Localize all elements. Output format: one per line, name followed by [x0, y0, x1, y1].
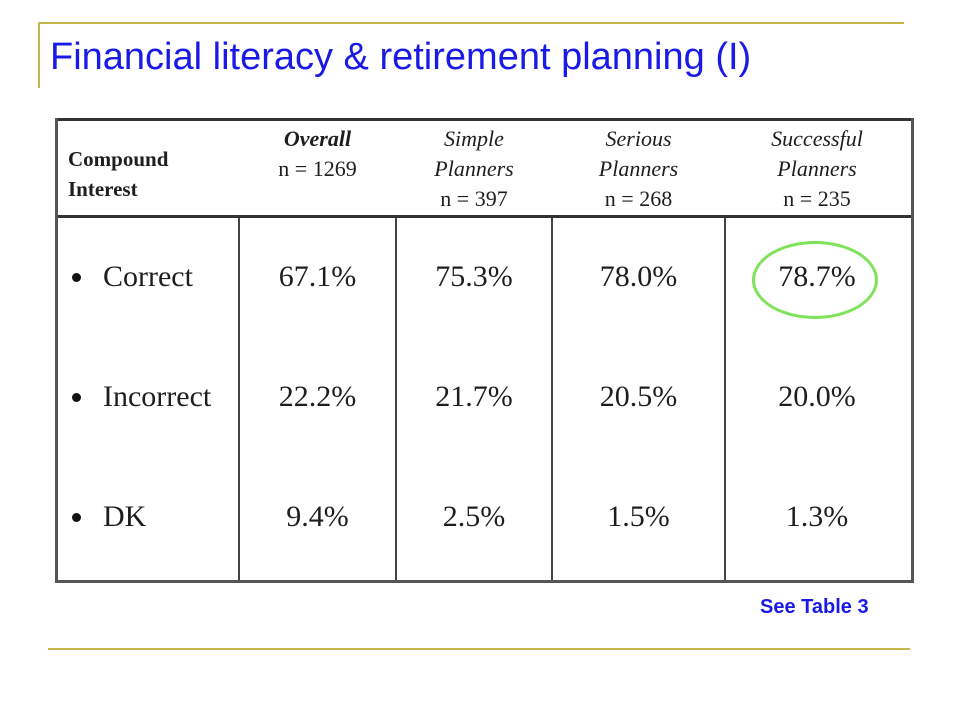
highlight-circle	[752, 241, 878, 319]
table-cell: 1.3%	[785, 500, 849, 533]
bottom-rule	[48, 648, 910, 650]
row-label-correct: Correct	[68, 260, 193, 294]
slide-title: Financial literacy & retirement planning…	[50, 36, 752, 78]
table-cell: 20.0%	[778, 380, 856, 413]
row-label-dk: DK	[68, 500, 146, 534]
column-divider	[551, 218, 553, 580]
table-cell: 75.3%	[435, 260, 513, 293]
results-table: Compound Interest Overall n = 1269 Simpl…	[55, 118, 914, 583]
bullet-icon	[72, 272, 81, 282]
table-cell: 78.0%	[599, 260, 678, 293]
column-header-simple-planners: Simple Planners n = 397	[434, 126, 514, 211]
left-rule	[38, 22, 40, 88]
row-label-incorrect: Incorrect	[68, 380, 211, 414]
table-cell: 21.7%	[435, 380, 513, 413]
top-rule	[38, 22, 904, 24]
column-header-overall: Overall n = 1269	[278, 126, 357, 181]
table-cell: 2.5%	[442, 500, 506, 533]
table-cell: 9.4%	[286, 500, 349, 533]
table-reference-note: See Table 3	[760, 596, 869, 618]
column-header-serious-planners: Serious Planners n = 268	[598, 126, 679, 211]
table-cell: 1.5%	[607, 500, 670, 533]
table-cell: 22.2%	[278, 380, 357, 413]
table-cell: 20.5%	[599, 380, 678, 413]
table-header-separator	[58, 215, 911, 218]
column-header-successful-planners: Successful Planners n = 235	[771, 126, 863, 211]
table-corner-label: Compound Interest	[68, 147, 169, 201]
table-top-border	[58, 118, 911, 121]
table-cell: 67.1%	[278, 260, 357, 293]
column-divider	[238, 218, 240, 580]
column-divider	[724, 218, 726, 580]
bullet-icon	[72, 512, 81, 522]
column-divider	[395, 218, 397, 580]
bullet-icon	[72, 392, 81, 402]
